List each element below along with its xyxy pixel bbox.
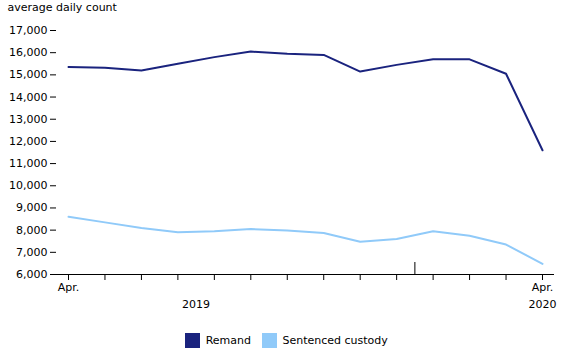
svg-text:8,000: 8,000	[16, 224, 48, 237]
svg-text:16,000: 16,000	[9, 46, 48, 59]
svg-text:2019: 2019	[182, 298, 210, 311]
svg-text:15,000: 15,000	[9, 68, 48, 81]
svg-text:2020: 2020	[529, 298, 557, 311]
svg-text:average daily count: average daily count	[8, 1, 118, 14]
svg-text:Apr.: Apr.	[58, 281, 80, 294]
svg-text:6,000: 6,000	[16, 268, 48, 281]
svg-text:13,000: 13,000	[9, 113, 48, 126]
html-text:Remand: Remand	[205, 334, 251, 347]
svg-text:14,000: 14,000	[9, 91, 48, 104]
svg-text:11,000: 11,000	[9, 157, 48, 170]
svg-text:10,000: 10,000	[9, 179, 48, 192]
html-text:Sentenced custody: Sentenced custody	[282, 334, 388, 347]
svg-text:Apr.: Apr.	[532, 281, 554, 294]
svg-text:9,000: 9,000	[16, 201, 48, 214]
svg-text:17,000: 17,000	[9, 24, 48, 37]
svg-text:7,000: 7,000	[16, 246, 48, 259]
svg-text:12,000: 12,000	[9, 135, 48, 148]
